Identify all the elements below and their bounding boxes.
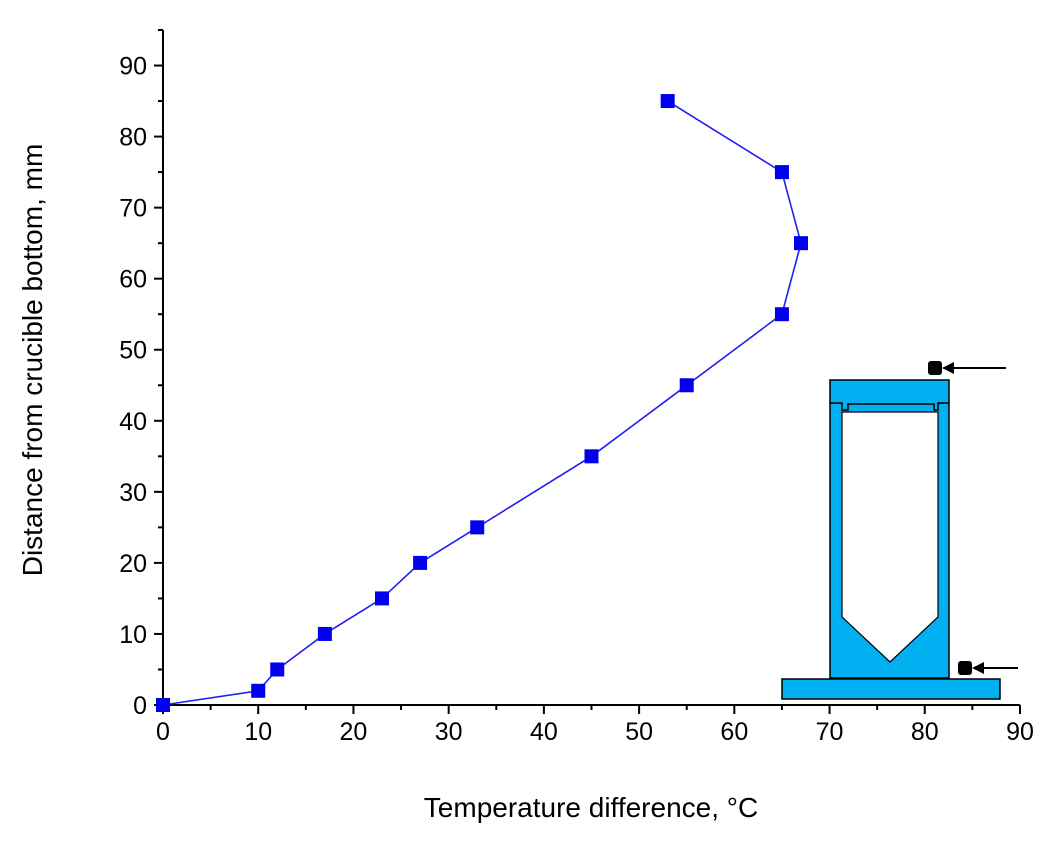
x-tick-label: 50 xyxy=(625,718,653,746)
bottom-arrow-head-icon xyxy=(972,662,984,674)
y-tick-label: 10 xyxy=(119,621,147,649)
y-tick-label: 70 xyxy=(119,195,147,223)
data-point-marker xyxy=(774,307,789,322)
bottom-thermocouple-icon xyxy=(958,661,972,675)
x-axis-unit: °C xyxy=(727,792,758,823)
y-tick-label: 60 xyxy=(119,266,147,294)
y-tick-label: 50 xyxy=(119,337,147,365)
top-thermocouple-icon xyxy=(928,361,942,375)
y-tick-label: 40 xyxy=(119,408,147,436)
data-point-marker xyxy=(156,698,170,712)
y-tick-label: 20 xyxy=(119,550,147,578)
data-point-marker xyxy=(270,662,285,677)
crucible-schematic-icon xyxy=(781,361,1018,700)
data-point-marker xyxy=(660,94,675,109)
data-point-marker xyxy=(317,626,332,641)
data-point-marker xyxy=(679,378,694,393)
data-point-marker xyxy=(251,683,266,698)
x-tick-label: 0 xyxy=(156,718,170,746)
x-tick-label: 20 xyxy=(340,718,368,746)
x-axis-title: Temperature difference, °C xyxy=(424,792,758,823)
data-point-marker xyxy=(584,449,599,464)
y-tick-label: 90 xyxy=(119,53,147,81)
x-tick-label: 80 xyxy=(911,718,939,746)
axes xyxy=(162,30,1020,706)
markers-layer xyxy=(156,94,808,712)
y-axis-title: Distance from crucible bottom, mm xyxy=(17,144,48,577)
data-point-marker xyxy=(413,555,428,570)
x-tick-label: 10 xyxy=(244,718,272,746)
top-arrow-head-icon xyxy=(942,362,954,374)
crucible-cavity xyxy=(841,411,939,663)
x-tick-label: 70 xyxy=(816,718,844,746)
series-line xyxy=(162,100,802,706)
crucible-base-plate xyxy=(781,678,1001,700)
data-point-marker xyxy=(375,591,390,606)
x-tick-label: 30 xyxy=(435,718,463,746)
data-point-marker xyxy=(793,236,808,251)
data-point-marker xyxy=(774,165,789,180)
crucible-lid xyxy=(829,379,950,411)
y-tick-label: 0 xyxy=(133,692,147,720)
data-point-marker xyxy=(470,520,485,535)
x-tick-label: 40 xyxy=(530,718,558,746)
x-tick-label: 60 xyxy=(720,718,748,746)
x-tick-label: 90 xyxy=(1006,718,1034,746)
y-tick-label: 80 xyxy=(119,124,147,152)
y-tick-label: 30 xyxy=(119,479,147,507)
series-layer xyxy=(156,94,808,712)
